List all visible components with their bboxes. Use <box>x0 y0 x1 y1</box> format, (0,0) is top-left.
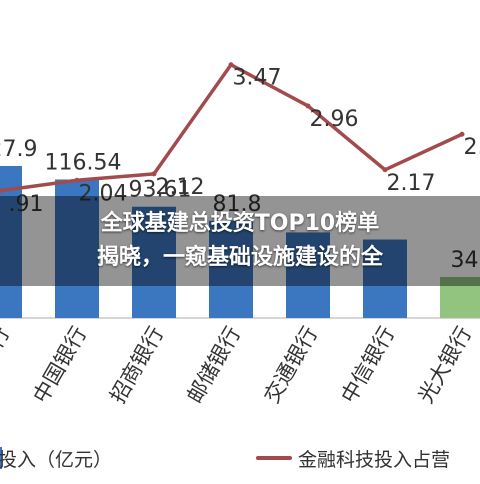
x-tick-label-6: 光大银行 <box>414 323 477 408</box>
legend-bar-label: 科技投入（亿元） <box>0 449 112 471</box>
line-value-label-5: 2.17 <box>387 171 436 196</box>
bar-value-label-0: 127.9 <box>0 137 37 162</box>
x-tick-label-2: 招商银行 <box>106 323 169 408</box>
x-tick-label-0: 行 <box>0 323 14 353</box>
caption-overlay: 全球基建总投资TOP10榜单 揭晓，一窥基础设施建设的全 <box>0 196 480 286</box>
x-ticks-layer: 行中国银行招商银行邮储银行交通银行中信银行光大银行 <box>0 323 476 408</box>
x-tick-label-1: 中国银行 <box>29 323 92 408</box>
x-tick-label-4: 交通银行 <box>260 323 323 408</box>
caption-line-1: 全球基建总投资TOP10榜单 <box>101 207 379 241</box>
legend-line-label: 金融科技投入占营 <box>298 449 450 471</box>
caption-line-2: 揭晓，一窥基础设施建设的全 <box>97 241 383 275</box>
x-tick-label-5: 中信银行 <box>337 323 400 408</box>
line-value-label-3: 3.47 <box>233 66 282 91</box>
line-value-label-6: 2.61 <box>464 135 480 160</box>
legend: 科技投入（亿元） 金融科技投入占营 <box>0 447 450 471</box>
bar-value-label-1: 116.54 <box>45 150 122 175</box>
line-value-label-4: 2.96 <box>310 107 359 132</box>
x-tick-label-3: 邮储银行 <box>183 323 246 408</box>
